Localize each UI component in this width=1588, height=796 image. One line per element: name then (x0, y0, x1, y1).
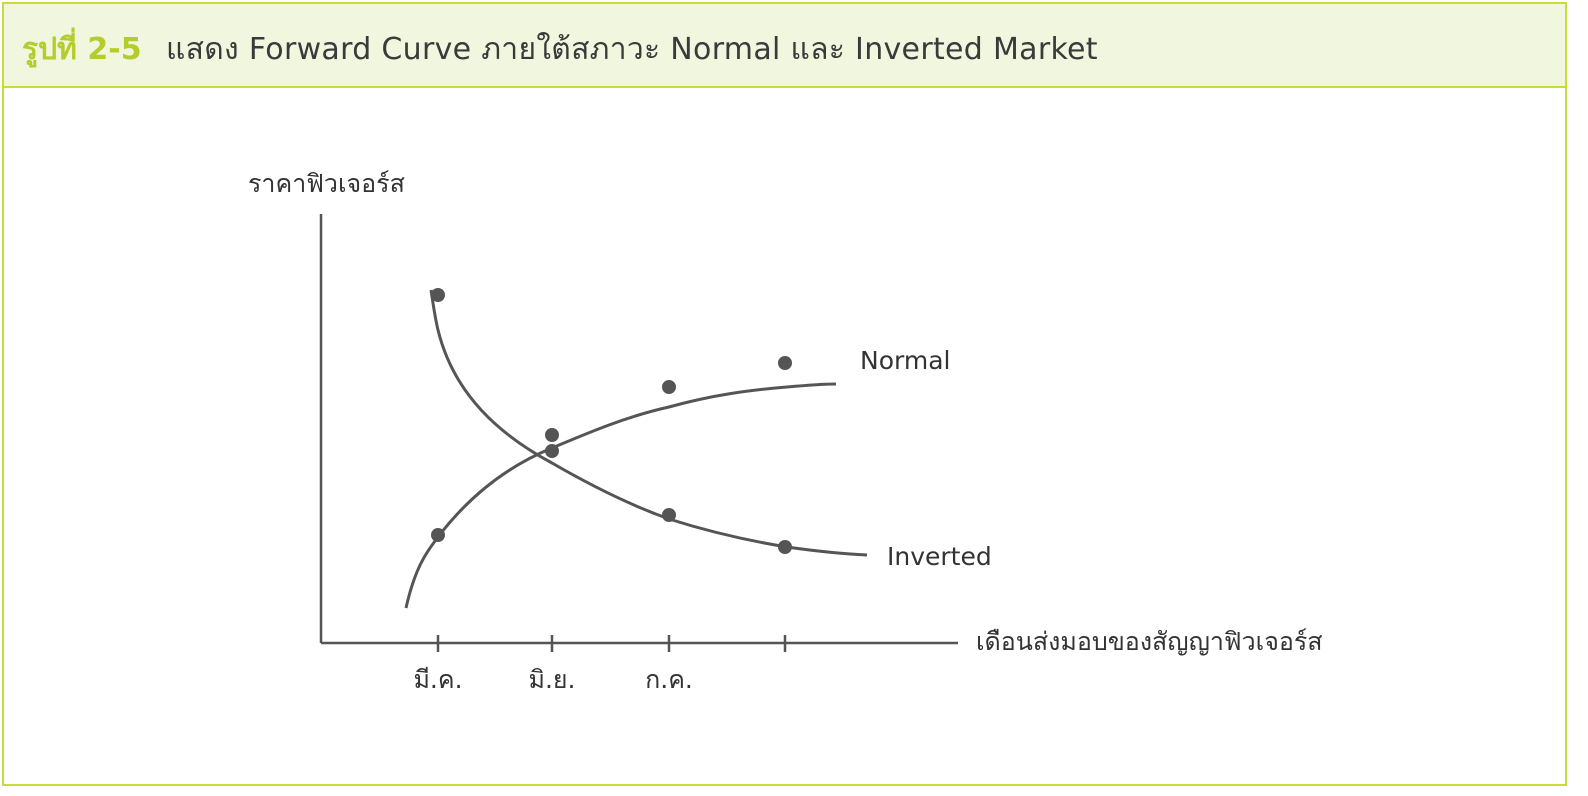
x-ticks: มี.ค. มิ.ย. ก.ค. (413, 635, 787, 694)
series-inverted-line (429, 289, 868, 557)
point-normal-1 (545, 428, 559, 442)
series-normal-line (404, 382, 837, 609)
figure-number: รูปที่ 2-5 (22, 32, 142, 67)
y-axis-label: ราคาฟิวเจอร์ส (248, 169, 405, 198)
data-marks: Normal Inverted (431, 288, 992, 571)
series-label-normal: Normal (860, 346, 950, 375)
point-inverted-2 (662, 508, 676, 522)
point-inverted-3 (778, 540, 792, 554)
x-tick-label: มี.ค. (413, 665, 462, 694)
x-tick-label: มิ.ย. (528, 665, 575, 694)
point-normal-0 (431, 528, 445, 542)
figure-title: แสดง Forward Curve ภายใต้สภาวะ Normal แล… (166, 32, 1098, 67)
point-inverted-0 (431, 288, 445, 302)
figure-frame: รูปที่ 2-5 แสดง Forward Curve ภายใต้สภาว… (2, 2, 1567, 786)
x-tick-label: ก.ค. (645, 665, 693, 694)
series-label-inverted: Inverted (887, 542, 992, 571)
point-normal-2 (662, 380, 676, 394)
figure-header: รูปที่ 2-5 แสดง Forward Curve ภายใต้สภาว… (4, 4, 1565, 88)
point-normal-3 (778, 356, 792, 370)
x-axis-label: เดือนส่งมอบของสัญญาฟิวเจอร์ส (976, 627, 1323, 656)
point-inverted-1 (545, 444, 559, 458)
